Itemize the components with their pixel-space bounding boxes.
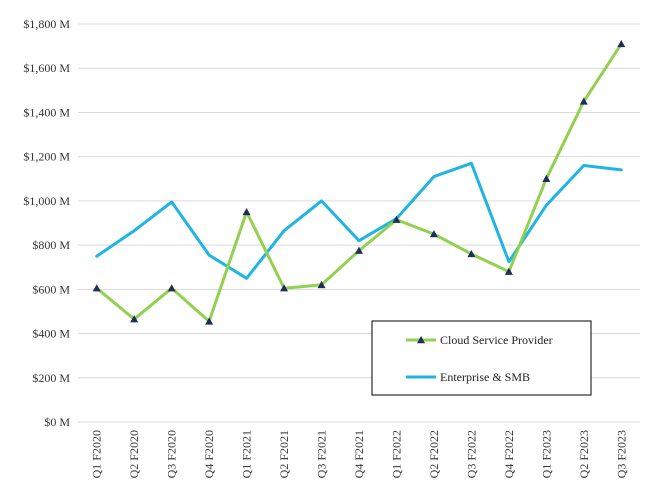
x-tick-label: Q4 F2022: [502, 430, 516, 478]
series-markers: [92, 39, 626, 325]
data-point-marker: [355, 246, 363, 254]
data-point-marker: [130, 315, 139, 323]
data-point-marker: [467, 249, 476, 258]
x-axis-tick-labels: Q1 F2020 Q2 F2020 Q3 F2020 Q4 F2020 Q1 F2021…: [90, 430, 629, 478]
legend-marker: [417, 336, 425, 344]
y-tick-label: $1,800 M: [23, 17, 70, 31]
legend-label: Cloud Service Provider: [440, 333, 553, 347]
data-point-marker: [429, 230, 438, 238]
legend: Cloud Service Provider Enterprise & SMB: [371, 320, 592, 396]
x-tick-label: Q2 F2021: [277, 430, 291, 478]
data-point-marker: [280, 284, 289, 292]
legend-label: Enterprise & SMB: [440, 370, 530, 384]
data-point-marker: [317, 280, 326, 289]
y-tick-label: $0 M: [44, 415, 70, 429]
x-tick-label: Q2 F2023: [577, 430, 591, 478]
x-tick-label: Q1 F2022: [389, 430, 403, 478]
data-point-marker: [617, 39, 626, 48]
x-tick-label: Q4 F2021: [352, 430, 366, 478]
y-tick-label: $1,400 M: [23, 105, 70, 119]
series-line-enterprise-smb: [95, 161, 623, 280]
x-tick-label: Q3 F2023: [614, 430, 628, 478]
data-point-marker: [205, 317, 214, 325]
data-point-marker: [579, 97, 588, 105]
y-tick-label: $200 M: [32, 371, 70, 385]
y-tick-label: $800 M: [32, 238, 70, 252]
series-line-cloud-service-provider: [95, 42, 623, 323]
series-lines: [95, 42, 623, 323]
data-point-marker: [542, 174, 551, 182]
x-tick-label: Q1 F2020: [90, 430, 104, 478]
x-tick-label: Q4 F2020: [202, 430, 216, 478]
data-point-marker: [504, 267, 513, 275]
data-point-marker: [242, 207, 251, 216]
x-tick-label: Q3 F2020: [165, 430, 179, 478]
y-tick-label: $600 M: [32, 282, 70, 296]
data-point-marker: [92, 284, 101, 292]
x-tick-label: Q2 F2020: [127, 430, 141, 478]
x-tick-label: Q3 F2022: [464, 430, 478, 478]
y-tick-label: $1,600 M: [23, 61, 70, 75]
x-tick-label: Q1 F2023: [539, 430, 553, 478]
x-tick-label: Q1 F2021: [240, 430, 254, 478]
data-point-marker: [392, 215, 401, 223]
x-tick-label: Q3 F2021: [315, 430, 329, 478]
data-point-marker: [167, 284, 176, 292]
y-tick-label: $1,200 M: [23, 150, 70, 164]
y-tick-label: $1,000 M: [23, 194, 70, 208]
y-tick-label: $400 M: [32, 327, 70, 341]
legend-box: [371, 320, 592, 396]
y-axis-tick-labels: $0 M $200 M $400 M $600 M $800 M $1,000 M $1,2…: [23, 17, 70, 429]
x-tick-label: Q2 F2022: [427, 430, 441, 478]
